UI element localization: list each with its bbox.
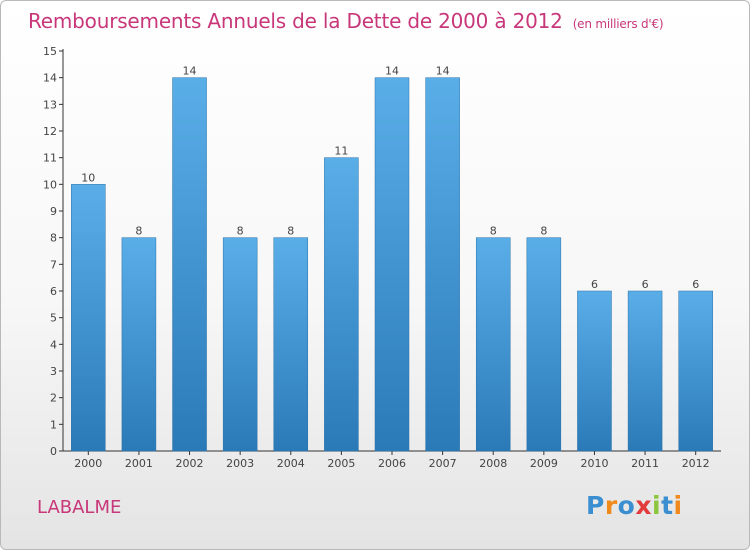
commune-name: LABALME (37, 497, 122, 518)
y-tick-label: 15 (43, 45, 57, 58)
chart-bars (71, 77, 713, 452)
data-label-2011: 6 (642, 278, 649, 291)
x-tick-label-2010: 2010 (580, 457, 608, 470)
data-label-2003: 8 (237, 225, 244, 238)
data-label-2009: 8 (540, 225, 547, 238)
bar-2005 (324, 157, 359, 452)
bar-2002 (172, 77, 207, 452)
data-label-2002: 14 (183, 65, 197, 78)
y-tick-label: 9 (50, 205, 57, 218)
x-tick-label-2008: 2008 (479, 457, 507, 470)
proxiti-logo: Proxiti (586, 491, 683, 520)
data-label-2005: 11 (334, 145, 348, 158)
y-tick-label: 14 (43, 72, 57, 85)
logo-letter: x (635, 491, 652, 520)
logo-letter: P (586, 491, 605, 520)
x-tick-label-2006: 2006 (378, 457, 406, 470)
y-tick-label: 4 (50, 338, 57, 351)
y-tick-label: 3 (50, 365, 57, 378)
data-label-2006: 14 (385, 65, 399, 78)
chart-title: Remboursements Annuels de la Dette de 20… (28, 9, 664, 33)
x-tick-label-2007: 2007 (429, 457, 457, 470)
y-tick-label: 8 (50, 232, 57, 245)
x-tick-label-2011: 2011 (631, 457, 659, 470)
bar-2011 (627, 290, 663, 452)
bar-2008 (475, 237, 511, 452)
data-label-2007: 14 (436, 65, 450, 78)
y-tick-label: 10 (43, 178, 57, 191)
bar-2003 (222, 237, 258, 452)
data-label-2012: 6 (692, 278, 699, 291)
bar-2000 (71, 184, 106, 452)
title-unit: (en milliers d'€) (572, 17, 664, 31)
y-tick-label: 11 (43, 152, 57, 165)
chart-labels: 10 2000 8 2001 14 2002 8 2003 8 2004 11 2005 14 2006 1… (74, 65, 709, 470)
logo-letter: i (652, 491, 662, 520)
logo-letter: i (673, 491, 683, 520)
x-tick-label-2012: 2012 (682, 457, 710, 470)
y-tick-label: 5 (50, 312, 57, 325)
x-tick-label-2009: 2009 (530, 457, 558, 470)
title-text: Remboursements Annuels de la Dette de 20… (28, 9, 563, 33)
bar-2010 (577, 290, 612, 452)
x-tick-label-2000: 2000 (74, 457, 102, 470)
y-tick-label: 0 (50, 445, 57, 458)
bar-2001 (121, 237, 157, 452)
x-tick-label-2005: 2005 (327, 457, 355, 470)
logo-letter: r (604, 491, 618, 520)
logo-letter: t (661, 491, 674, 520)
y-tick-label: 13 (43, 98, 57, 111)
data-label-2010: 6 (591, 278, 598, 291)
bar-2004 (273, 237, 309, 452)
y-tick-label: 2 (50, 392, 57, 405)
bar-2007 (425, 77, 460, 452)
x-tick-label-2003: 2003 (226, 457, 254, 470)
y-tick-label: 6 (50, 285, 57, 298)
y-tick-label: 12 (43, 125, 57, 138)
x-tick-label-2004: 2004 (277, 457, 305, 470)
bar-2012 (678, 290, 713, 452)
data-label-2008: 8 (490, 225, 497, 238)
logo-letter: o (617, 491, 636, 520)
data-label-2004: 8 (287, 225, 294, 238)
y-tick-label: 7 (50, 258, 57, 271)
bar-2009 (526, 237, 562, 452)
bar-2006 (374, 77, 410, 452)
data-label-2000: 10 (81, 171, 95, 184)
x-tick-label-2001: 2001 (125, 457, 153, 470)
data-label-2001: 8 (135, 225, 142, 238)
x-tick-label-2002: 2002 (176, 457, 204, 470)
y-tick-label: 1 (50, 418, 57, 431)
